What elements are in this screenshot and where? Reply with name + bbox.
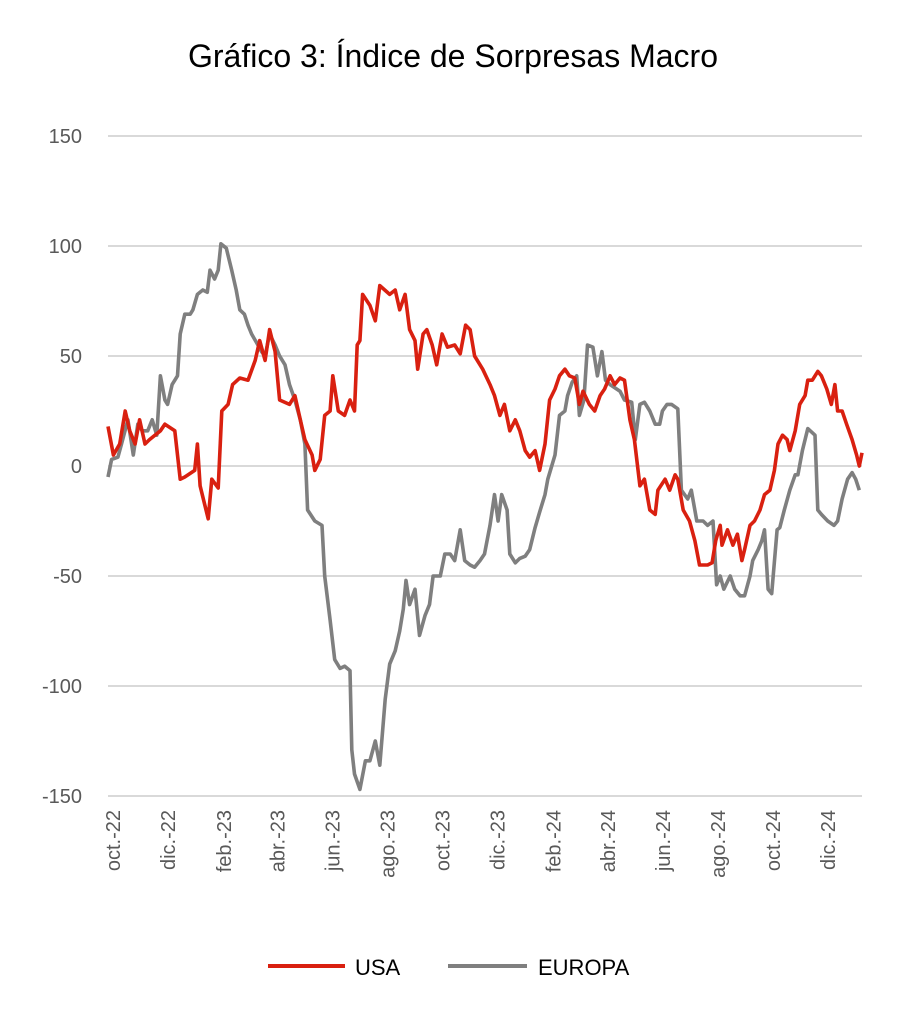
legend: USA EUROPA (268, 955, 630, 980)
x-tick-label: dic.-22 (158, 810, 180, 870)
legend-label-europa: EUROPA (538, 955, 630, 980)
x-axis: oct.-22 dic.-22 feb.-23 abr.-23 jun.-23 ago.-… (103, 810, 840, 878)
legend-label-usa: USA (355, 955, 401, 980)
series-lines (106, 242, 864, 792)
x-tick-label: oct.-24 (763, 810, 785, 871)
x-tick-label: abr.-24 (598, 810, 620, 872)
x-tick-label: jun.-24 (653, 810, 675, 872)
y-tick-label: -150 (42, 786, 82, 808)
x-tick-label: feb.-23 (214, 810, 236, 872)
x-tick-label: dic.-24 (818, 810, 840, 870)
y-axis: 150 100 50 0 -50 -100 -150 (42, 126, 82, 808)
x-tick-label: ago.-24 (708, 810, 730, 878)
x-tick-label: oct.-23 (433, 810, 455, 871)
y-tick-label: 50 (60, 346, 82, 368)
series-line-usa (106, 283, 864, 567)
x-tick-label: feb.-24 (544, 810, 566, 872)
series-line-europa (106, 242, 862, 792)
x-tick-label: oct.-22 (103, 810, 125, 871)
y-tick-label: 150 (49, 126, 82, 148)
gridlines (108, 135, 862, 797)
x-tick-label: dic.-23 (488, 810, 510, 870)
x-tick-label: abr.-23 (267, 810, 289, 872)
y-tick-label: -100 (42, 676, 82, 698)
x-tick-label: jun.-23 (322, 810, 344, 872)
chart-title: Gráfico 3: Índice de Sorpresas Macro (187, 38, 718, 74)
x-tick-label: ago.-23 (378, 810, 400, 878)
y-tick-label: 0 (71, 456, 82, 478)
y-tick-label: -50 (53, 566, 82, 588)
y-tick-label: 100 (49, 236, 82, 258)
